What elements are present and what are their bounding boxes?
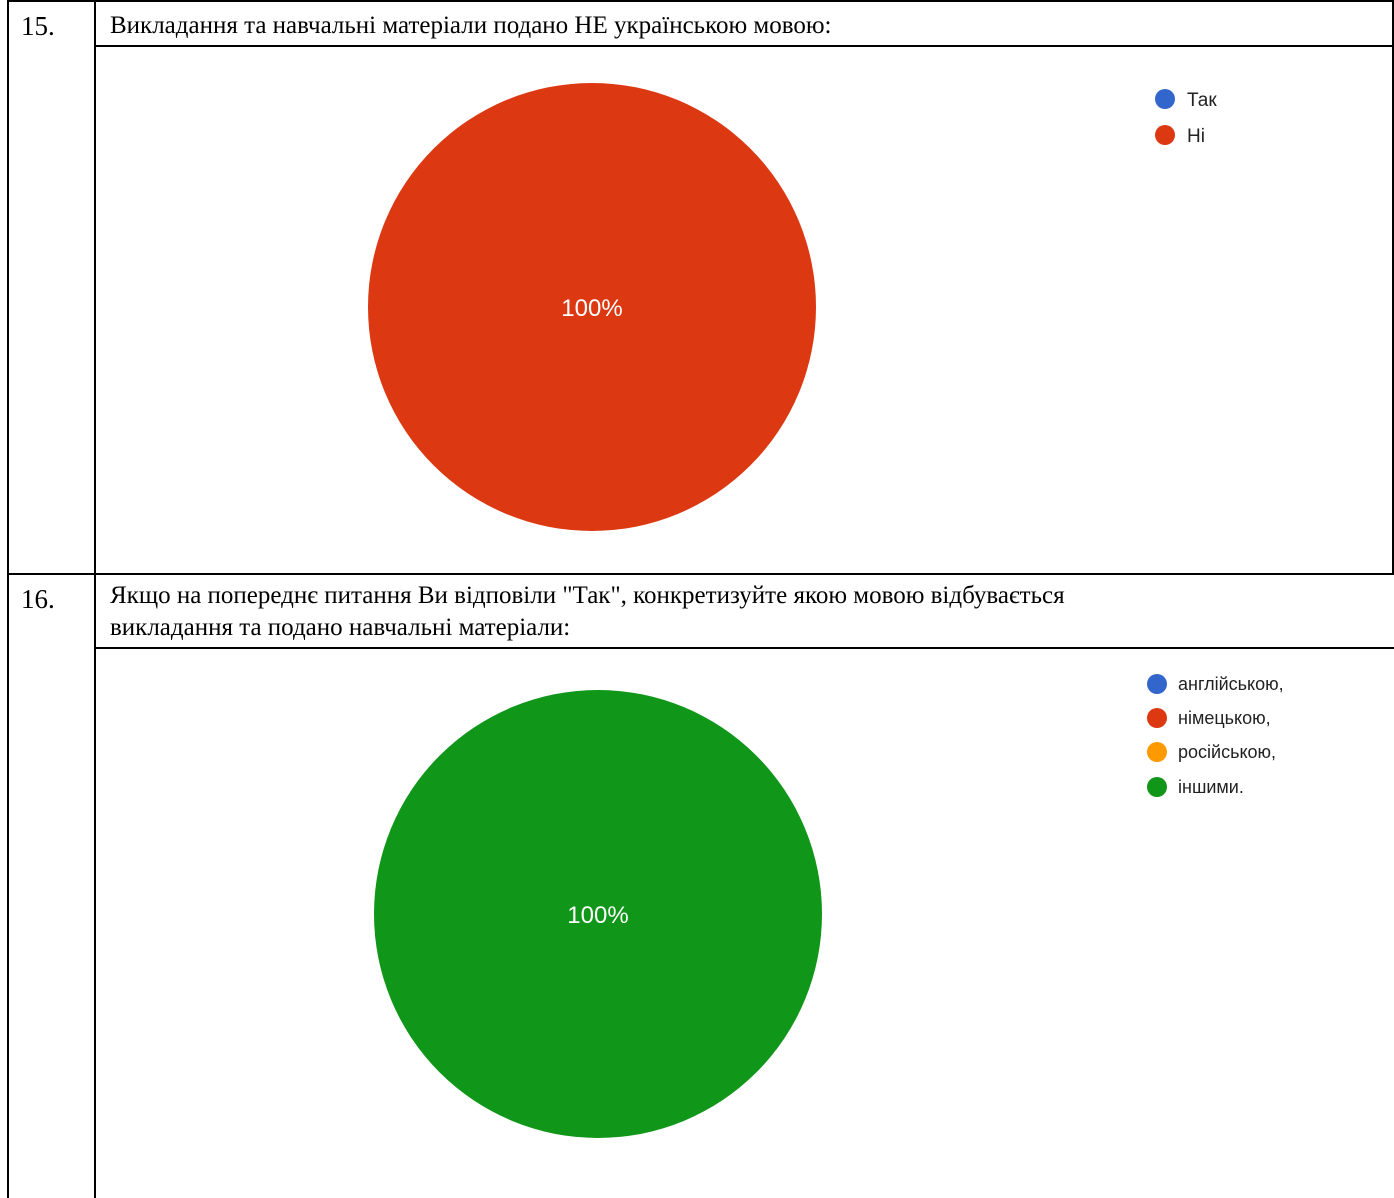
pie-slices bbox=[368, 83, 816, 531]
slice-label: 100% bbox=[561, 295, 622, 322]
pie-chart-q16: 100% англійською, німецькою, російською,… bbox=[374, 674, 1284, 1138]
table-top-border bbox=[7, 0, 1394, 2]
table-left-border bbox=[7, 0, 9, 1198]
legend: Так Ні bbox=[1155, 89, 1217, 147]
pie-slice bbox=[368, 83, 816, 531]
legend-label: англійською, bbox=[1178, 674, 1284, 694]
legend-label: іншими. bbox=[1178, 777, 1244, 797]
slice-label: 100% bbox=[567, 902, 628, 929]
legend-marker bbox=[1147, 674, 1167, 694]
q15-question-underline bbox=[95, 45, 1394, 47]
legend-marker bbox=[1147, 708, 1167, 728]
question-number: 16. bbox=[21, 584, 55, 614]
legend-label: російською, bbox=[1178, 742, 1276, 762]
row-divider bbox=[7, 573, 1394, 575]
legend-marker bbox=[1147, 742, 1167, 762]
legend-marker bbox=[1155, 89, 1175, 109]
q16-question-underline bbox=[95, 647, 1394, 649]
question-text-line-1: Якщо на попереднє питання Ви відповіли "… bbox=[110, 582, 1065, 609]
question-text-line-2: викладання та подано навчальні матеріали… bbox=[110, 614, 571, 641]
legend: англійською, німецькою, російською, інши… bbox=[1147, 674, 1284, 797]
table-column-divider bbox=[94, 0, 96, 1198]
legend-label: німецькою, bbox=[1178, 708, 1271, 728]
legend-label: Ні bbox=[1187, 126, 1205, 147]
pie-slice bbox=[374, 690, 822, 1138]
pie-slices bbox=[374, 690, 822, 1138]
legend-marker bbox=[1147, 777, 1167, 797]
question-text: Викладання та навчальні матеріали подано… bbox=[110, 12, 832, 39]
question-number: 15. bbox=[21, 11, 55, 41]
pie-chart-q15: 100% Так Ні bbox=[368, 83, 1217, 531]
table-right-border bbox=[1392, 0, 1394, 575]
legend-label: Так bbox=[1187, 90, 1217, 111]
legend-marker bbox=[1155, 125, 1175, 145]
